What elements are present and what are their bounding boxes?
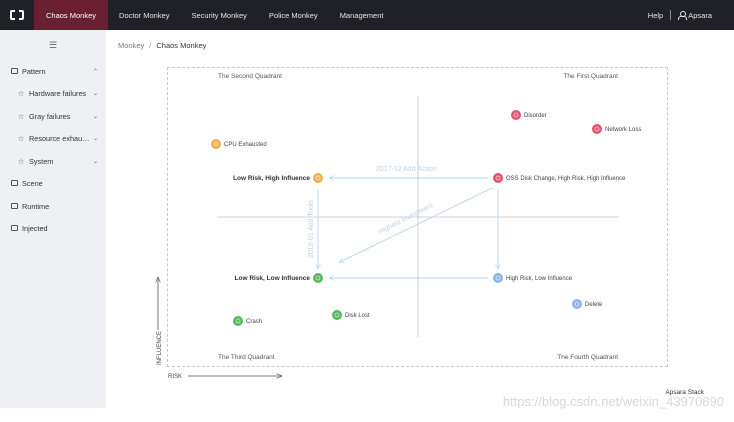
svg-text:High Risk, Low Influence: High Risk, Low Influence	[506, 276, 573, 282]
svg-text:Delete: Delete	[585, 302, 603, 308]
chevron-down-icon: ⌄	[92, 113, 98, 120]
star-icon: ☆	[17, 156, 25, 166]
point-high-risk-low-influence: High Risk, Low Influence	[493, 273, 573, 283]
y-axis-label: INFLUENCE	[157, 331, 163, 365]
box-icon	[10, 179, 18, 188]
box-icon	[10, 224, 18, 233]
point-low-risk-high-influence: Low Risk, High Influence	[233, 173, 323, 183]
box-icon	[10, 202, 18, 211]
breadcrumb-root[interactable]: Monkey	[118, 41, 145, 50]
footer-brand: Apsara Stack	[665, 389, 704, 396]
svg-text:Disk Lost: Disk Lost	[345, 313, 370, 319]
sidebar-item-scene[interactable]: Scene	[0, 173, 106, 196]
point-disk-lost: Disk Lost	[332, 310, 370, 320]
help-link[interactable]: Help	[647, 10, 664, 20]
star-icon: ☆	[17, 111, 25, 121]
x-axis-label: RISK	[168, 374, 182, 380]
nav-chaos-monkey[interactable]: Chaos Monkey	[34, 0, 109, 30]
nav-security-monkey[interactable]: Security Monkey	[191, 10, 247, 20]
breadcrumb-current: Chaos Monkey	[156, 41, 207, 50]
point-cpu-exhausted: CPU Exhausted	[211, 139, 267, 149]
app-logo[interactable]	[0, 0, 34, 30]
point-low-risk-low-influence: Low Risk, Low Influence	[235, 273, 323, 283]
sidebar: ☰ Pattern ⌃ ☆ Hardware failures ⌄ ☆ Gray…	[0, 30, 106, 408]
quadrant-label-fourth: The Fourth Quadrant	[557, 354, 618, 361]
arrow-highest-investment	[340, 187, 493, 262]
sidebar-item-runtime[interactable]: Runtime	[0, 195, 106, 218]
menu-collapse-icon[interactable]: ☰	[48, 39, 58, 50]
point-network-loss: Network Loss	[592, 124, 641, 134]
top-nav-bar: Chaos Monkey Doctor Monkey Security Monk…	[0, 0, 734, 30]
nav-management[interactable]: Management	[339, 10, 384, 20]
sidebar-item-injected[interactable]: Injected	[0, 218, 106, 241]
user-icon	[678, 11, 688, 20]
logo-icon	[10, 10, 24, 20]
svg-text:Low Risk, Low Influence: Low Risk, Low Influence	[235, 275, 311, 282]
svg-text:Crash: Crash	[246, 319, 262, 325]
sidebar-item-resource-exhaustion[interactable]: ☆ Resource exhaus... ⌄	[0, 128, 106, 151]
nav-doctor-monkey[interactable]: Doctor Monkey	[119, 10, 170, 20]
quadrant-label-second: The Second Quadrant	[218, 73, 282, 80]
svg-text:CPU Exhausted: CPU Exhausted	[224, 142, 267, 148]
breadcrumb-separator: /	[149, 41, 152, 50]
watermark: https://blog.csdn.net/weixin_43970890	[502, 394, 724, 409]
sidebar-item-pattern[interactable]: Pattern ⌃	[0, 60, 106, 83]
nav-police-monkey[interactable]: Police Monkey	[268, 10, 318, 20]
svg-text:OSS Disk Change, High Risk, Hi: OSS Disk Change, High Risk, High Influen…	[506, 176, 626, 182]
arrow-label-highest-investment: Highest Investment	[378, 202, 435, 235]
point-oss-disk-change: OSS Disk Change, High Risk, High Influen…	[493, 173, 626, 183]
box-icon	[10, 67, 18, 76]
sidebar-item-hardware-failures[interactable]: ☆ Hardware failures ⌄	[0, 83, 106, 106]
quadrant-label-third: The Third Quadrant	[218, 354, 275, 361]
chevron-down-icon: ⌄	[92, 91, 98, 98]
star-icon: ☆	[17, 89, 25, 99]
breadcrumb: Monkey / Chaos Monkey	[118, 41, 206, 50]
svg-text:Disorder: Disorder	[524, 113, 547, 119]
star-icon: ☆	[17, 134, 25, 144]
chevron-down-icon: ⌄	[92, 136, 98, 143]
chevron-down-icon: ⌄	[92, 158, 98, 165]
user-name[interactable]: Apsara	[688, 10, 712, 20]
topbar-right-group: Help Apsara	[648, 10, 734, 20]
svg-text:Low Risk, High Influence: Low Risk, High Influence	[233, 175, 310, 182]
point-crash: Crash	[233, 316, 262, 326]
arrow-label-add-tools: 2018-01 Add Tools	[308, 200, 315, 258]
arrow-label-add-action: 2017-12 Add Action	[376, 166, 437, 173]
sidebar-item-system[interactable]: ☆ System ⌄	[0, 150, 106, 173]
point-disorder: Disorder	[511, 110, 547, 120]
chevron-up-icon: ⌃	[92, 68, 98, 75]
quadrant-frame: The Second Quadrant The First Quadrant T…	[167, 67, 668, 367]
svg-text:Network Loss: Network Loss	[605, 127, 641, 133]
topbar-divider	[670, 10, 672, 20]
quadrant-label-first: The First Quadrant	[563, 73, 618, 80]
point-delete: Delete	[572, 299, 603, 309]
sidebar-item-gray-failures[interactable]: ☆ Gray failures ⌄	[0, 105, 106, 128]
